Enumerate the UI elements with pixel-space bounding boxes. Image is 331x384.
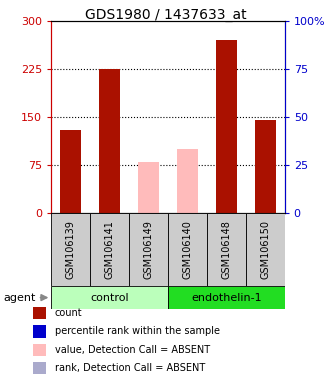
- Text: control: control: [90, 293, 129, 303]
- Text: rank, Detection Call = ABSENT: rank, Detection Call = ABSENT: [55, 363, 205, 373]
- Text: GDS1980 / 1437633_at: GDS1980 / 1437633_at: [85, 8, 246, 22]
- Bar: [207, 213, 246, 286]
- Bar: [51, 286, 168, 309]
- Bar: [51, 213, 90, 286]
- Text: GSM106141: GSM106141: [105, 220, 115, 279]
- Bar: [99, 69, 120, 213]
- Bar: [215, 40, 237, 213]
- Text: GSM106149: GSM106149: [144, 220, 154, 279]
- Bar: [60, 130, 81, 213]
- Text: endothelin-1: endothelin-1: [191, 293, 261, 303]
- Text: percentile rank within the sample: percentile rank within the sample: [55, 326, 219, 336]
- Bar: [129, 213, 168, 286]
- Bar: [255, 120, 276, 213]
- Bar: [138, 162, 159, 213]
- Text: GSM106140: GSM106140: [182, 220, 192, 279]
- Bar: [177, 149, 198, 213]
- Text: value, Detection Call = ABSENT: value, Detection Call = ABSENT: [55, 345, 210, 355]
- Text: GSM106150: GSM106150: [260, 220, 270, 279]
- Text: GSM106148: GSM106148: [221, 220, 231, 279]
- Text: count: count: [55, 308, 82, 318]
- Bar: [246, 213, 285, 286]
- Text: agent: agent: [3, 293, 36, 303]
- Text: GSM106139: GSM106139: [66, 220, 76, 279]
- Bar: [168, 213, 207, 286]
- Bar: [168, 286, 285, 309]
- Bar: [90, 213, 129, 286]
